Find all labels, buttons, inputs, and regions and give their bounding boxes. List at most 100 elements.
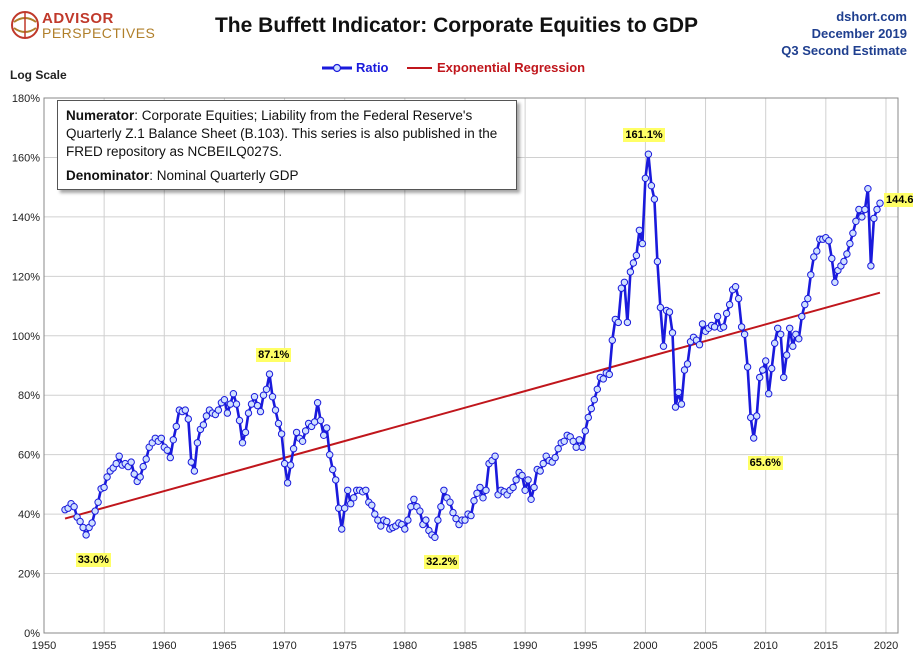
ratio-point (335, 504, 343, 512)
ratio-point (750, 434, 758, 442)
legend-ratio-label: Ratio (356, 60, 389, 75)
ratio-point (274, 419, 283, 428)
ratio-point (768, 364, 776, 373)
ratio-point (166, 453, 175, 462)
x-tick-label: 2005 (693, 640, 717, 652)
ratio-point (172, 422, 181, 431)
ratio-point (82, 531, 90, 539)
ratio-point (813, 247, 821, 255)
ratio-point (416, 507, 424, 515)
ratio-point (825, 237, 833, 245)
ratio-point (759, 366, 767, 374)
ratio-point (509, 483, 517, 492)
legend-regression-label: Exponential Regression (437, 60, 585, 75)
ratio-point (671, 403, 680, 411)
plot-frame (43, 97, 899, 634)
ratio-point (747, 413, 755, 422)
y-tick-label: 160% (12, 152, 40, 164)
x-tick-label: 1965 (212, 640, 236, 652)
ratio-point (725, 300, 734, 309)
ratio-point (377, 522, 385, 530)
ratio-point (446, 498, 454, 506)
ratio-point (789, 342, 797, 350)
ratio-point (762, 357, 770, 365)
ratio-point (804, 294, 812, 303)
ratio-point (422, 516, 430, 524)
ratio-point (641, 174, 650, 183)
ratio-point (783, 351, 791, 359)
note-box: Numerator: Corporate Equities; Liability… (57, 100, 517, 190)
ratio-point (410, 495, 418, 503)
ratio-point (623, 318, 632, 327)
ratio-point (292, 428, 301, 437)
advisor-perspectives-logo: ADVISOR PERSPECTIVES (10, 8, 155, 42)
ratio-point (362, 486, 370, 494)
ratio-point (404, 516, 412, 524)
logo-line1: ADVISOR (42, 10, 114, 27)
numerator-text: : Corporate Equities; Liability from the… (66, 108, 498, 159)
x-tick-label: 1975 (332, 640, 356, 652)
ratio-point (256, 407, 265, 416)
ratio-point (329, 465, 337, 474)
ratio-point (94, 498, 102, 506)
ratio-point (780, 373, 788, 382)
ratio-point (743, 363, 752, 371)
ratio-point (677, 400, 686, 408)
ratio-point (341, 504, 349, 512)
ratio-point (527, 495, 535, 503)
ratio-point (437, 503, 445, 511)
y-tick-label: 140% (12, 212, 40, 224)
ratio-point (798, 312, 806, 321)
ratio-point (169, 436, 178, 444)
ratio-point (283, 479, 292, 487)
ratio-point (722, 309, 731, 318)
ratio-point (139, 462, 147, 471)
ratio-point (79, 523, 87, 532)
ratio-point (674, 388, 683, 396)
ratio-point (202, 412, 211, 420)
ratio-point (289, 445, 298, 453)
annotation-label: 87.1% (256, 348, 292, 363)
ratio-point (253, 401, 262, 410)
ratio-point (431, 533, 439, 541)
ratio-point (536, 467, 544, 475)
ratio-point (608, 336, 616, 344)
x-tick-label: 2015 (814, 640, 838, 652)
ratio-point (683, 360, 692, 368)
ratio-line (64, 152, 882, 539)
annotation-label: 32.2% (424, 555, 460, 570)
ratio-point (698, 320, 707, 328)
ratio-point (332, 476, 340, 484)
ratio-point (626, 268, 635, 276)
ratio-point (88, 519, 96, 527)
annotation-label: 144.6% (883, 193, 913, 208)
ratio-point (130, 470, 138, 478)
ratio-point (572, 443, 580, 451)
series-layer (61, 150, 884, 541)
ratio-point (482, 486, 490, 494)
ratio-point (828, 254, 836, 263)
ratio-point (301, 427, 310, 435)
ratio-point (852, 217, 860, 226)
ratio-point (695, 341, 704, 349)
ratio-point (843, 250, 851, 258)
annotation-label: 161.1% (623, 128, 665, 143)
ratio-point (734, 294, 743, 303)
ratio-point (719, 323, 728, 331)
ratio-point (491, 452, 499, 460)
ratio-point (765, 390, 773, 398)
ratio-point (127, 458, 135, 466)
y-tick-label: 80% (18, 390, 40, 402)
ratio-point (467, 511, 475, 520)
x-tick-label: 1990 (513, 640, 537, 652)
ratio-point (740, 330, 749, 338)
ratio-point (323, 424, 331, 432)
ratio-point (241, 428, 250, 437)
scale-label: Log Scale (10, 68, 67, 82)
ratio-point (849, 229, 857, 237)
ratio-point (350, 494, 358, 502)
ratio-point (223, 409, 232, 417)
ratio-point (777, 330, 785, 338)
ratio-point (518, 471, 526, 480)
